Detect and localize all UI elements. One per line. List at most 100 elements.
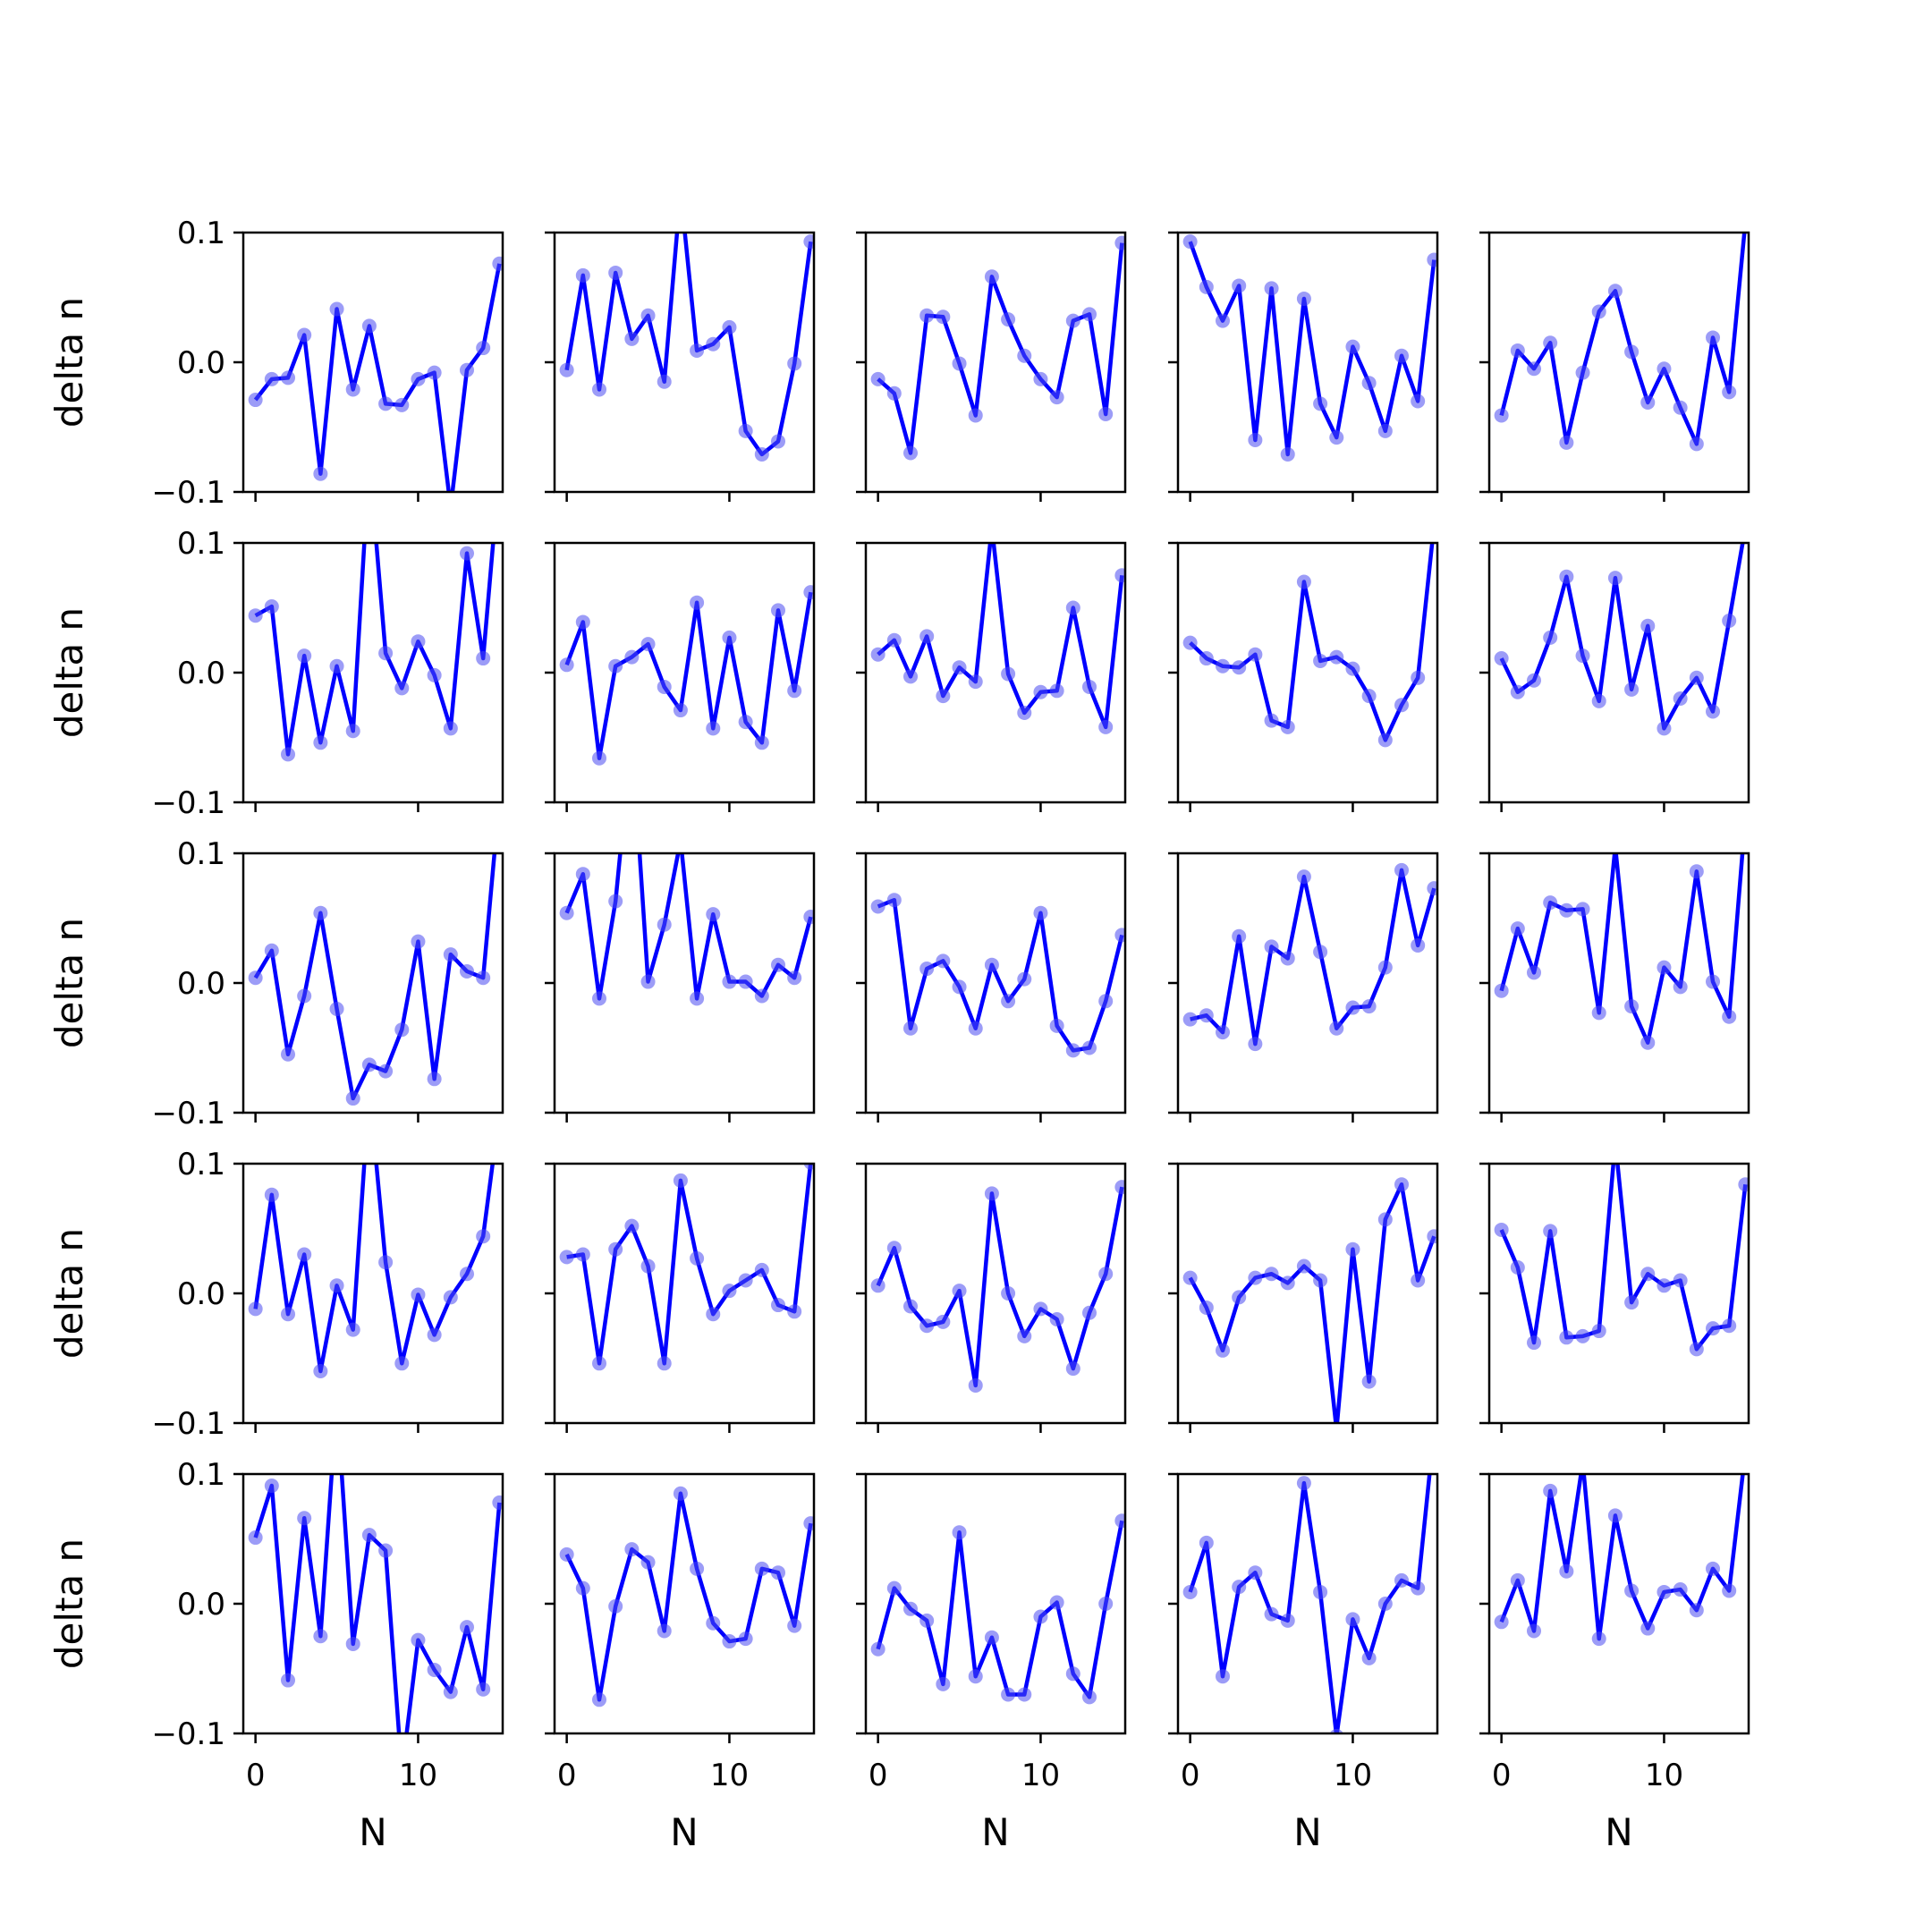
data-point (1082, 1690, 1097, 1705)
data-point (936, 689, 951, 704)
data-point (559, 657, 574, 673)
data-point (738, 423, 753, 438)
data-point (492, 1495, 503, 1510)
panel-r4-c2: 0 10 N (856, 1472, 1127, 1854)
data-point (1640, 1267, 1656, 1282)
series-line (1190, 868, 1436, 1046)
data-point (460, 963, 474, 979)
data-point (787, 1304, 802, 1319)
data-point (787, 970, 802, 986)
y-tick-label: 0.1 (177, 1457, 225, 1493)
data-point (1313, 653, 1328, 668)
data-point (1494, 1222, 1509, 1237)
data-point (771, 434, 785, 449)
data-point (936, 309, 951, 325)
data-point (1575, 648, 1590, 664)
data-point (936, 1314, 951, 1329)
data-point (738, 974, 753, 989)
data-point (1575, 365, 1590, 380)
data-point (870, 1278, 886, 1293)
data-point (1527, 1335, 1541, 1351)
x-axis-label: N (981, 1810, 1009, 1854)
data-point (1543, 630, 1558, 645)
data-point (608, 1598, 623, 1614)
data-point (754, 446, 769, 462)
data-point (984, 1186, 999, 1201)
panel-r2-c0: −0.1 0.0 0.1 delta n (47, 836, 504, 1131)
data-point (476, 970, 491, 986)
panel-r4-c3: 0 10 N (1168, 1472, 1439, 1854)
data-point (345, 382, 360, 397)
data-point (1017, 705, 1032, 720)
data-point (411, 934, 426, 949)
data-point (1673, 691, 1688, 706)
data-point (313, 735, 328, 750)
data-point (427, 365, 442, 380)
panel-r3-c2 (856, 1162, 1127, 1433)
data-point (886, 893, 902, 908)
data-point (673, 1486, 688, 1501)
x-tick-label: 0 (1492, 1758, 1512, 1793)
data-point (1624, 682, 1640, 697)
data-point (1607, 571, 1623, 586)
data-point (559, 905, 574, 920)
data-point (1494, 983, 1509, 998)
data-point (264, 1187, 279, 1202)
series-line (1499, 853, 1745, 1045)
data-point (394, 397, 410, 412)
data-point (1082, 679, 1097, 694)
data-point (1313, 945, 1328, 960)
series-line (254, 543, 496, 757)
data-point (1591, 304, 1606, 319)
data-point (919, 308, 935, 323)
data-point (1001, 1286, 1016, 1301)
data-point (1640, 618, 1656, 633)
data-point (1216, 1669, 1230, 1684)
data-point (952, 1525, 967, 1540)
data-point (345, 1636, 360, 1651)
data-point (754, 1262, 769, 1277)
data-point (1232, 1290, 1247, 1305)
data-point (1510, 343, 1525, 358)
data-point (1361, 376, 1377, 391)
panel-r2-c3 (1168, 852, 1439, 1123)
data-point (281, 1046, 295, 1062)
data-point (919, 1318, 935, 1334)
data-point (1182, 635, 1198, 650)
data-point (1280, 951, 1295, 966)
data-point (492, 256, 503, 271)
data-point (592, 750, 606, 766)
data-point (1559, 435, 1574, 450)
data-point (1722, 1009, 1737, 1024)
data-point (1722, 614, 1737, 628)
data-point (787, 356, 802, 371)
data-point (1411, 937, 1426, 953)
data-point (1082, 1040, 1097, 1055)
data-point (297, 327, 312, 343)
data-point (1527, 965, 1541, 980)
panel-r0-c0: −0.1 0.0 0.1 delta n (47, 216, 504, 511)
series-line (1188, 1182, 1436, 1423)
data-point (754, 1561, 769, 1576)
data-point (1114, 235, 1125, 250)
data-point (608, 658, 623, 674)
data-point (1673, 1582, 1688, 1597)
data-point (1394, 1177, 1409, 1192)
data-point (460, 1267, 474, 1282)
data-point (803, 910, 814, 925)
series-line (1499, 543, 1745, 731)
data-point (1510, 1572, 1525, 1588)
data-point (248, 608, 263, 623)
series-group (1182, 862, 1437, 1052)
data-point (1640, 1035, 1656, 1050)
data-point (1216, 1025, 1230, 1040)
data-point (1657, 1278, 1672, 1293)
series-group (559, 1486, 814, 1707)
series-group (1182, 1177, 1437, 1423)
data-point (592, 1356, 606, 1371)
data-point (427, 667, 442, 682)
data-point (1199, 279, 1214, 294)
data-point (1280, 1613, 1295, 1628)
data-point (886, 632, 902, 648)
